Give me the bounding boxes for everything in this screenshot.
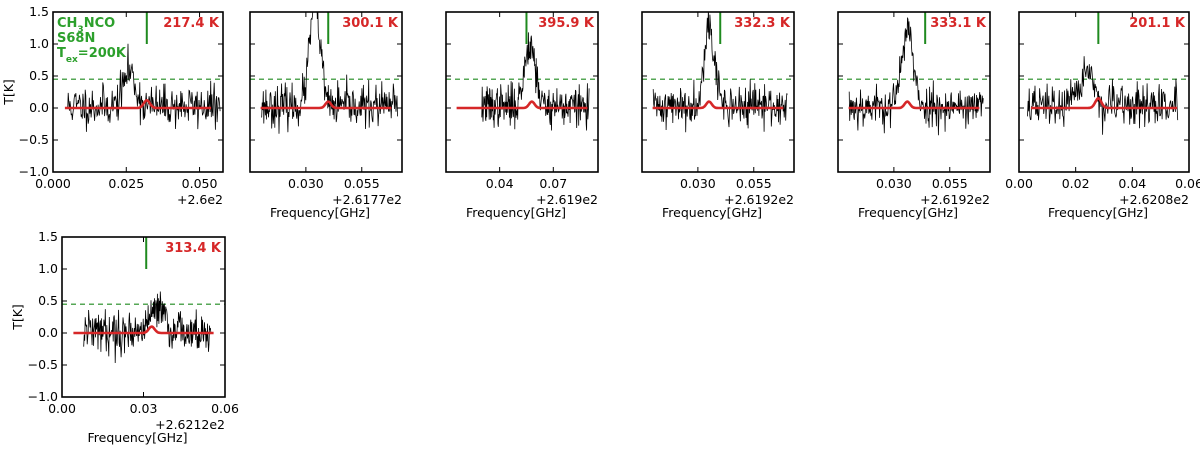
x-tick-label: 0.055 (344, 176, 380, 191)
x-tick-label: 0.03 (130, 401, 158, 416)
plot-area (250, 12, 402, 134)
axes-frame (837, 11, 991, 173)
y-tick-label: 1.0 (38, 261, 58, 276)
observed-spectrum (1027, 56, 1179, 135)
x-tick-label: 0.06 (211, 401, 239, 416)
x-tick-label: 0.055 (736, 176, 772, 191)
energy-label: 313.4 K (165, 241, 222, 256)
x-offset-label: +2.6192e2 (724, 192, 794, 207)
spectrum-panel-1: −1.0 −0.5 0.0 0.5 1.0 1.5 0.000 0.025 0.050+2.6e… (1, 4, 224, 207)
molecule-label-line: S68N (57, 31, 95, 46)
molecule-label-line: CH3NCO (57, 16, 115, 35)
y-tick-label: −0.5 (28, 357, 58, 372)
x-axis-title: Frequency[GHz] (88, 430, 188, 445)
y-tick-label: 1.0 (29, 36, 49, 51)
x-tick-label: 0.07 (539, 176, 567, 191)
y-axis-title: T[K] (10, 304, 25, 331)
x-tick-label: 0.030 (876, 176, 912, 191)
y-tick-label: −1.0 (19, 164, 49, 179)
observed-spectrum (83, 291, 212, 364)
model-spectrum (64, 98, 212, 110)
x-tick-label: 0.04 (486, 176, 514, 191)
y-tick-label: 0.5 (38, 293, 58, 308)
plot-area (838, 17, 990, 136)
x-tick-label: 0.02 (1062, 176, 1090, 191)
x-axis-title: Frequency[GHz] (662, 205, 762, 220)
energy-label: 201.1 K (1129, 16, 1186, 31)
energy-label: 217.4 K (163, 16, 220, 31)
model-spectrum (1030, 97, 1178, 110)
x-tick-label: 0.030 (680, 176, 716, 191)
energy-label: 333.1 K (930, 16, 987, 31)
plot-area (53, 43, 223, 132)
x-tick-label: 0.04 (1118, 176, 1146, 191)
axes-frame (52, 11, 224, 173)
x-tick-label: 0.050 (182, 176, 218, 191)
energy-label: 332.3 K (734, 16, 791, 31)
x-axis-title: Frequency[GHz] (1048, 205, 1148, 220)
x-offset-label: +2.619e2 (536, 192, 598, 207)
observed-spectrum (652, 12, 788, 133)
axes-frame (249, 11, 403, 173)
model-spectrum (260, 100, 392, 110)
y-tick-label: −0.5 (19, 132, 49, 147)
plot-area (446, 32, 598, 131)
y-tick-label: 0.5 (29, 68, 49, 83)
y-tick-label: 0.0 (38, 325, 58, 340)
axes-frame (1018, 11, 1190, 173)
y-tick-label: 1.5 (29, 4, 49, 19)
x-tick-label: 0.055 (932, 176, 968, 191)
plot-area (642, 12, 794, 133)
y-tick-label: −1.0 (28, 389, 58, 404)
x-tick-label: 0.030 (288, 176, 324, 191)
y-tick-label: 0.0 (29, 100, 49, 115)
spectrum-panel-7: −1.0 −0.5 0.0 0.5 1.0 1.5 0.00 0.03 0.06+2.6212e… (10, 229, 239, 445)
x-tick-label: 0.00 (48, 401, 76, 416)
plot-area (62, 291, 225, 364)
x-offset-label: +2.6208e2 (1119, 192, 1189, 207)
energy-label: 395.9 K (538, 16, 595, 31)
energy-label: 300.1 K (342, 16, 399, 31)
axes-frame (445, 11, 599, 173)
plot-area (1019, 56, 1189, 135)
observed-spectrum (481, 32, 590, 131)
y-tick-label: 1.5 (38, 229, 58, 244)
x-offset-label: +2.6e2 (177, 192, 223, 207)
x-tick-label: 0.06 (1175, 176, 1200, 191)
x-axis-title: Frequency[GHz] (270, 205, 370, 220)
model-spectrum (848, 100, 980, 110)
axes-frame (61, 236, 226, 398)
model-spectrum (73, 325, 214, 335)
observed-spectrum (848, 17, 984, 136)
x-offset-label: +2.6177e2 (332, 192, 402, 207)
axes-frame (641, 11, 795, 173)
model-spectrum (652, 100, 784, 110)
x-axis-title: Frequency[GHz] (466, 205, 566, 220)
x-tick-label: 0.000 (35, 176, 71, 191)
y-axis-title: T[K] (1, 79, 16, 106)
x-tick-label: 0.025 (108, 176, 144, 191)
x-offset-label: +2.6212e2 (155, 417, 225, 432)
x-tick-label: 0.00 (1005, 176, 1033, 191)
molecule-label-line: Tex=200K (57, 46, 127, 65)
model-spectrum (456, 100, 588, 110)
x-offset-label: +2.6192e2 (920, 192, 990, 207)
x-axis-title: Frequency[GHz] (858, 205, 958, 220)
